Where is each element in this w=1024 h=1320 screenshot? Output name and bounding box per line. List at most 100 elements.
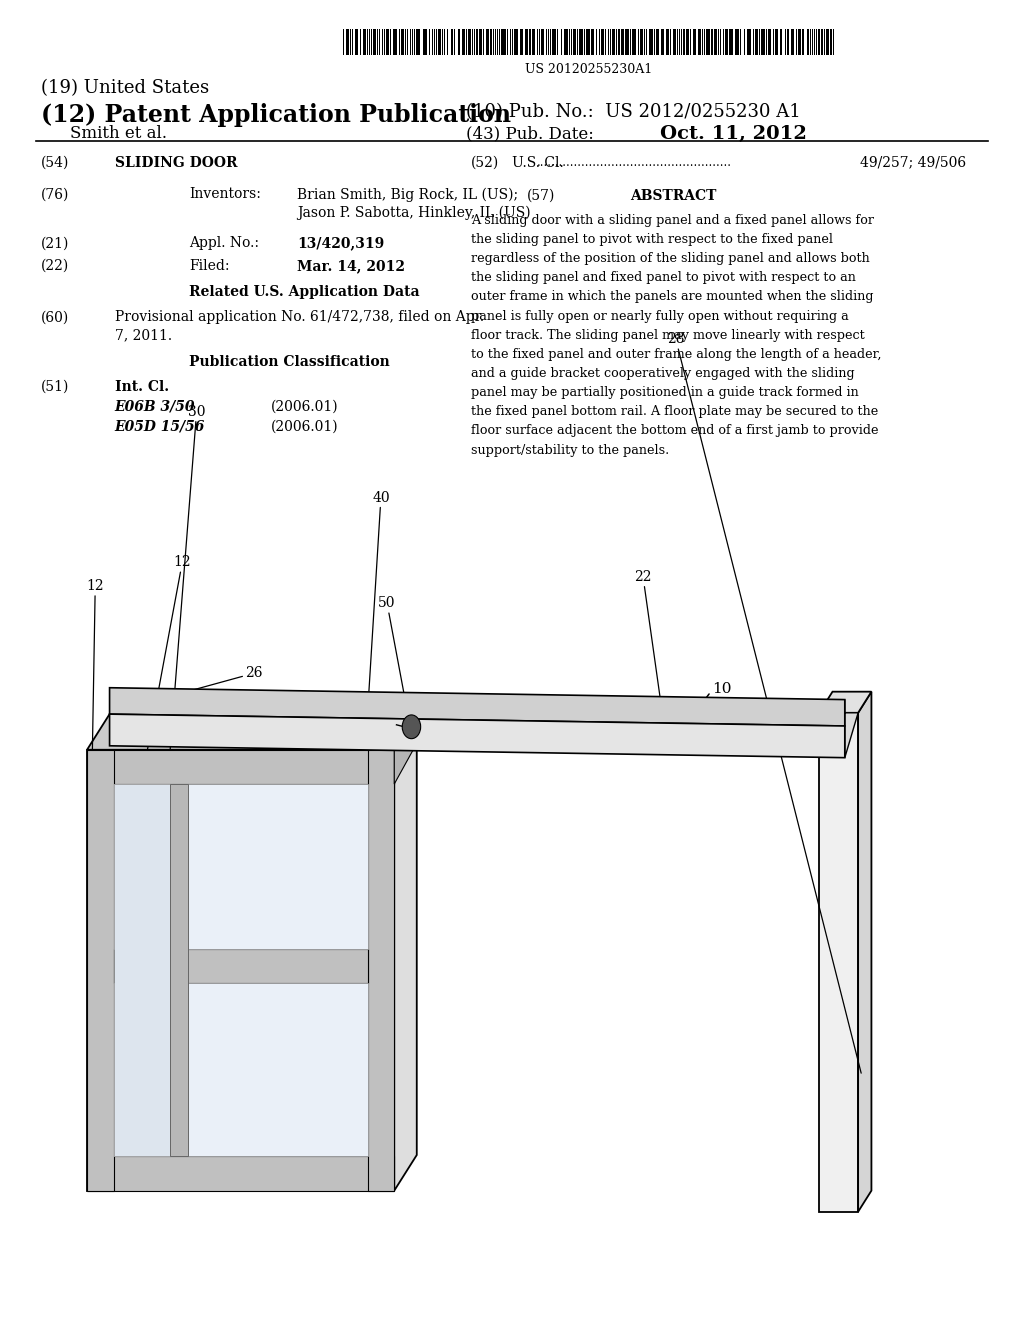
Text: A sliding door with a sliding panel and a fixed panel allows for: A sliding door with a sliding panel and … (471, 214, 874, 227)
Bar (666, 29, 669, 55)
Bar (384, 29, 385, 55)
Bar (386, 29, 388, 55)
Text: (19) United States: (19) United States (41, 79, 209, 98)
Text: ABSTRACT: ABSTRACT (630, 189, 716, 203)
Text: (21): (21) (41, 236, 70, 251)
Bar (814, 29, 815, 55)
Polygon shape (87, 750, 114, 1191)
Bar (451, 29, 454, 55)
Polygon shape (87, 1156, 394, 1191)
Bar (560, 29, 561, 55)
Bar (415, 29, 416, 55)
Polygon shape (114, 949, 368, 983)
Text: 26: 26 (115, 667, 263, 711)
Bar (640, 29, 643, 55)
Bar (586, 29, 590, 55)
Polygon shape (110, 688, 845, 726)
Text: Mar. 14, 2012: Mar. 14, 2012 (297, 259, 404, 273)
Bar (807, 29, 809, 55)
Bar (494, 29, 495, 55)
Polygon shape (87, 750, 394, 784)
Text: Brian Smith, Big Rock, IL (US);: Brian Smith, Big Rock, IL (US); (297, 187, 518, 202)
Bar (698, 29, 700, 55)
Bar (458, 29, 460, 55)
Bar (649, 29, 653, 55)
Bar (502, 29, 506, 55)
Bar (496, 29, 497, 55)
Bar (679, 29, 680, 55)
Text: 30: 30 (143, 405, 206, 1092)
Bar (810, 29, 811, 55)
Text: 49/257; 49/506: 49/257; 49/506 (860, 156, 967, 170)
Bar (775, 29, 777, 55)
Bar (596, 29, 597, 55)
Text: Smith et al.: Smith et al. (70, 125, 167, 143)
Bar (442, 29, 443, 55)
Bar (797, 29, 798, 55)
Bar (766, 29, 767, 55)
Bar (792, 29, 794, 55)
Polygon shape (110, 714, 417, 743)
Bar (720, 29, 721, 55)
Bar (429, 29, 430, 55)
Bar (630, 29, 631, 55)
Text: 50: 50 (378, 597, 412, 734)
Bar (622, 29, 624, 55)
Bar (507, 29, 508, 55)
Bar (436, 29, 437, 55)
Bar (701, 29, 702, 55)
Bar (434, 29, 435, 55)
Bar (677, 29, 678, 55)
Bar (371, 29, 372, 55)
Bar (779, 29, 782, 55)
Bar (475, 29, 478, 55)
Text: (57): (57) (527, 189, 556, 203)
Bar (612, 29, 614, 55)
Bar (573, 29, 575, 55)
Bar (632, 29, 636, 55)
Bar (528, 29, 531, 55)
Text: regardless of the position of the sliding panel and allows both: regardless of the position of the slidin… (471, 252, 869, 265)
Bar (373, 29, 376, 55)
Polygon shape (394, 714, 417, 784)
Text: the fixed panel bottom rail. A floor plate may be secured to the: the fixed panel bottom rail. A floor pla… (471, 405, 879, 418)
Polygon shape (114, 784, 170, 1156)
Text: (60): (60) (41, 310, 70, 325)
Bar (608, 29, 609, 55)
Text: and a guide bracket cooperatively engaged with the sliding: and a guide bracket cooperatively engage… (471, 367, 855, 380)
Text: to the fixed panel and outer frame along the length of a header,: to the fixed panel and outer frame along… (471, 347, 882, 360)
Bar (820, 29, 823, 55)
Bar (369, 29, 370, 55)
Text: (2006.01): (2006.01) (271, 420, 339, 434)
Bar (432, 29, 433, 55)
Bar (500, 29, 501, 55)
Bar (824, 29, 825, 55)
Text: ....................................................: ........................................… (537, 156, 731, 169)
Text: 13/420,319: 13/420,319 (297, 236, 384, 251)
Bar (786, 29, 790, 55)
Bar (615, 29, 616, 55)
Bar (577, 29, 578, 55)
Text: support/stability to the panels.: support/stability to the panels. (471, 444, 670, 457)
Bar (673, 29, 676, 55)
Bar (799, 29, 801, 55)
Text: Oct. 11, 2012: Oct. 11, 2012 (660, 125, 807, 144)
Bar (690, 29, 691, 55)
Bar (486, 29, 488, 55)
Text: SLIDING DOOR: SLIDING DOOR (115, 156, 238, 170)
Text: 12: 12 (129, 556, 191, 849)
Bar (617, 29, 621, 55)
Bar (479, 29, 481, 55)
Bar (711, 29, 714, 55)
Bar (539, 29, 540, 55)
Circle shape (402, 715, 421, 739)
Text: 22: 22 (634, 570, 666, 737)
Bar (654, 29, 655, 55)
Bar (761, 29, 765, 55)
Text: (52): (52) (471, 156, 500, 170)
Text: Int. Cl.: Int. Cl. (115, 380, 169, 395)
Bar (662, 29, 664, 55)
Bar (834, 29, 835, 55)
Bar (364, 29, 366, 55)
Bar (532, 29, 535, 55)
